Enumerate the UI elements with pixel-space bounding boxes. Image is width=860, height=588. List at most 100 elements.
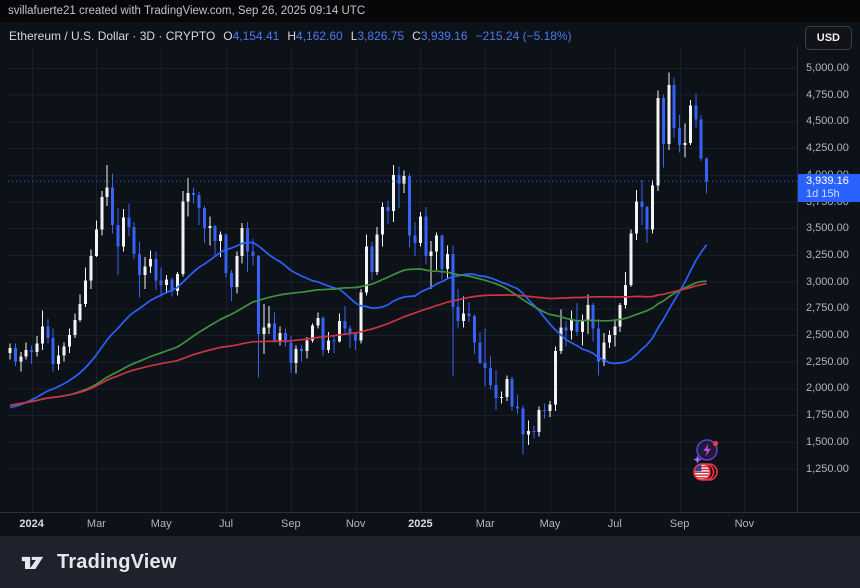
footer-bar: TradingView: [0, 536, 860, 588]
chart-canvas[interactable]: [0, 22, 860, 536]
candle-body-down: [289, 342, 293, 363]
candle-body-up: [78, 304, 82, 321]
candle-body-up: [94, 229, 98, 256]
candle-body-up: [499, 396, 503, 399]
candle-body-up: [607, 335, 611, 343]
price-tick-label: 3,250.00: [806, 248, 849, 261]
time-tick-label: Sep: [281, 518, 301, 530]
candle-body-down: [354, 333, 358, 341]
symbol-info-row[interactable]: Ethereum / U.S. Dollar · 3D · CRYPTO O 4,…: [9, 29, 572, 43]
candle-body-down: [111, 187, 115, 225]
candle-body-up: [688, 105, 692, 143]
chart-area: Ethereum / U.S. Dollar · 3D · CRYPTO O 4,…: [0, 22, 860, 536]
candle-body-down: [413, 235, 417, 244]
candle-body-down: [483, 362, 487, 369]
candle-body-down: [694, 105, 698, 120]
candle-body-up: [445, 253, 449, 269]
candle-body-up: [186, 192, 190, 202]
bar-countdown: 1d 15h: [806, 187, 840, 200]
time-tick-label: May: [150, 518, 172, 530]
candle-body-up: [327, 340, 331, 350]
candle-body-down: [386, 206, 390, 212]
symbol-title[interactable]: Ethereum / U.S. Dollar · 3D · CRYPTO: [9, 29, 216, 43]
candle-body-up: [24, 349, 28, 357]
time-tick-label: Mar: [86, 518, 106, 530]
event-marker-flag-coins-icon[interactable]: [692, 462, 720, 482]
price-axis[interactable]: 5,000.004,750.004,500.004,250.004,000.00…: [798, 46, 860, 512]
candle-body-up: [148, 259, 152, 267]
candle-body-down: [46, 326, 50, 339]
candle-body-down: [246, 228, 250, 252]
candle-body-up: [84, 280, 88, 305]
candle-body-down: [516, 406, 520, 409]
candle-body-down: [478, 342, 482, 363]
candle-body-down: [705, 158, 709, 182]
event-marker-flash-icon[interactable]: [691, 438, 721, 466]
candle-body-up: [618, 305, 622, 327]
candle-body-up: [294, 348, 298, 363]
candle-body-up: [505, 378, 509, 397]
candle-body-up: [40, 326, 44, 344]
current-price-badge: 3,939.16 1d 15h: [798, 174, 860, 203]
price-tick-label: 4,500.00: [806, 115, 849, 128]
ohlc-close: C 3,939.16: [412, 29, 468, 43]
candle-body-up: [548, 404, 552, 411]
candle-body-down: [154, 259, 158, 281]
candle-body-up: [305, 340, 309, 352]
time-axis[interactable]: 2024 Mar May Jul Sep Nov 2025 Mar May Jul Sep Nov: [0, 512, 860, 536]
candle-body-up: [8, 347, 12, 354]
candle-body-up: [667, 85, 671, 144]
candle-body-up: [613, 326, 617, 335]
candle-body-down: [116, 224, 120, 247]
candle-body-up: [262, 327, 266, 334]
candle-body-down: [170, 279, 174, 292]
candle-body-down: [51, 338, 55, 364]
currency-toggle-button[interactable]: USD: [804, 26, 852, 50]
price-tick-label: 1,250.00: [806, 462, 849, 475]
candle-body-up: [418, 216, 422, 244]
candle-body-down: [251, 251, 255, 256]
candle-body-up: [580, 321, 584, 332]
candle-body-down: [661, 97, 665, 144]
candle-body-down: [370, 246, 374, 272]
candle-body-down: [229, 273, 233, 287]
candle-body-down: [467, 313, 471, 316]
candle-body-down: [192, 192, 196, 196]
candle-body-down: [543, 409, 547, 411]
candle-body-up: [526, 431, 530, 435]
candle-body-up: [105, 187, 109, 198]
candle-body-up: [235, 255, 239, 287]
candle-body-up: [35, 343, 39, 353]
candle-body-down: [300, 348, 304, 352]
candle-body-up: [537, 409, 541, 433]
candle-body-up: [359, 292, 363, 341]
candle-body-down: [224, 234, 228, 274]
candle-body-up: [240, 228, 244, 256]
price-change: −215.24 (−5.18%): [475, 29, 572, 43]
price-tick-label: 2,250.00: [806, 355, 849, 368]
candle-body-up: [165, 279, 169, 285]
ohlc-low: L 3,826.75: [350, 29, 405, 43]
candle-body-down: [494, 385, 498, 399]
candle-body-up: [435, 235, 439, 252]
candle-body-down: [132, 227, 136, 254]
candle-body-up: [89, 255, 93, 281]
time-tick-label: Jul: [218, 518, 234, 530]
time-tick-label: May: [539, 518, 561, 530]
candle-body-up: [634, 201, 638, 234]
candle-body-down: [456, 307, 460, 322]
price-tick-label: 4,250.00: [806, 142, 849, 155]
candle-body-up: [175, 274, 179, 292]
tradingview-brand-name[interactable]: TradingView: [57, 550, 177, 573]
time-tick-label: Nov: [734, 518, 755, 530]
candle-body-down: [575, 320, 579, 332]
price-tick-label: 5,000.00: [806, 62, 849, 74]
candle-body-up: [19, 356, 23, 362]
price-tick-label: 2,000.00: [806, 382, 849, 395]
candle-body-up: [375, 234, 379, 272]
tradingview-logo-icon[interactable]: [18, 549, 47, 575]
candle-body-up: [181, 201, 185, 275]
candle-body-up: [402, 175, 406, 184]
candle-body-up: [364, 246, 368, 293]
candle-body-down: [397, 174, 401, 184]
